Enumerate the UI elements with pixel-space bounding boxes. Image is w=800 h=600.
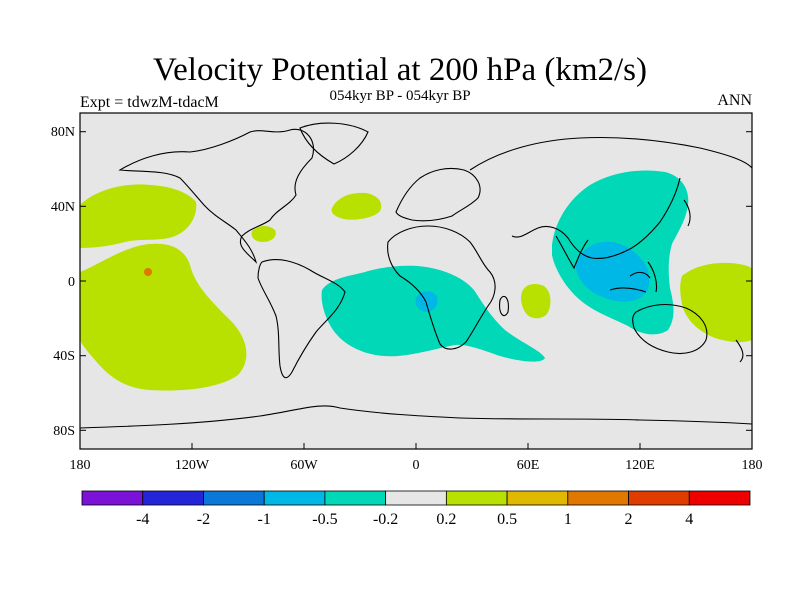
colorbar-swatch bbox=[324, 490, 387, 506]
lon-tick-label: 180 bbox=[742, 458, 763, 473]
lat-tick-marks bbox=[80, 131, 752, 431]
coast-europe bbox=[395, 167, 481, 222]
colorbar-swatch bbox=[385, 490, 447, 506]
colorbar-label: -1 bbox=[258, 511, 271, 528]
positive-region-caribbean bbox=[251, 225, 276, 242]
lon-tick-label: 180 bbox=[70, 458, 91, 473]
season-label: ANN bbox=[717, 92, 752, 109]
contour-fills bbox=[80, 170, 752, 391]
lon-tick-label: 60W bbox=[290, 458, 318, 473]
positive-region-north-atlantic bbox=[331, 192, 382, 220]
colorbar-label: -2 bbox=[197, 511, 210, 528]
coast-india bbox=[555, 235, 589, 270]
colorbar-label: -0.5 bbox=[312, 511, 337, 528]
strong-negative-region-maritime bbox=[575, 241, 650, 302]
colorbar-label: 0.5 bbox=[497, 511, 517, 528]
lat-tick-label: 40N bbox=[51, 200, 75, 215]
positive-region-indian-ocean bbox=[521, 284, 551, 319]
colorbar-label: -4 bbox=[136, 511, 149, 528]
colorbar-label: 0.2 bbox=[436, 511, 456, 528]
colorbar-labels: -4 -2 -1 -0.5 -0.2 0.2 0.5 1 2 4 bbox=[136, 511, 693, 528]
colorbar-label: -0.2 bbox=[373, 511, 398, 528]
lon-tick-label: 120W bbox=[175, 458, 210, 473]
lon-tick-marks bbox=[79, 443, 753, 449]
colorbar-label: 4 bbox=[685, 511, 693, 528]
positive-region-south-pacific bbox=[80, 243, 247, 391]
colorbar-swatch bbox=[263, 490, 326, 506]
lon-tick-label: 60E bbox=[517, 458, 540, 473]
lat-tick-label: 80N bbox=[51, 125, 75, 140]
negative-region-south-atlantic bbox=[321, 265, 545, 362]
lat-tick-label: 0 bbox=[68, 275, 75, 290]
colorbar-swatch bbox=[203, 490, 265, 506]
coast-africa bbox=[387, 225, 496, 350]
colorbar-swatch bbox=[688, 490, 751, 506]
strong-negative-region-africa bbox=[415, 291, 438, 312]
coast-antarctica bbox=[80, 405, 752, 429]
coast-australia bbox=[632, 303, 708, 355]
colorbar-label: 1 bbox=[564, 511, 572, 528]
plot-subtitle: 054kyr BP - 054kyr BP bbox=[329, 88, 471, 104]
coast-asia bbox=[469, 136, 752, 260]
coast-north-america bbox=[118, 128, 314, 264]
positive-spot-pacific bbox=[144, 268, 152, 276]
lat-tick-label: 40S bbox=[53, 349, 75, 364]
coast-indonesia bbox=[609, 261, 658, 293]
colorbar-label: 2 bbox=[625, 511, 633, 528]
plot-title: Velocity Potential at 200 hPa (km2/s) bbox=[152, 52, 648, 88]
coastlines bbox=[80, 122, 752, 429]
coast-madagascar bbox=[499, 295, 509, 317]
colorbar bbox=[81, 490, 751, 506]
lat-tick-label: 80S bbox=[53, 424, 75, 439]
colorbar-swatch bbox=[628, 490, 690, 506]
colorbar-swatch bbox=[445, 490, 508, 506]
colorbar-swatch bbox=[142, 490, 204, 506]
lon-tick-label: 0 bbox=[413, 458, 420, 473]
colorbar-swatch bbox=[567, 490, 629, 506]
lon-tick-label: 120E bbox=[625, 458, 655, 473]
experiment-label: Expt = tdwzM-tdacM bbox=[80, 94, 219, 111]
colorbar-swatch bbox=[81, 490, 144, 506]
coast-new-zealand bbox=[735, 339, 744, 363]
positive-region-north-pacific bbox=[80, 184, 197, 248]
coast-greenland bbox=[299, 122, 369, 165]
positive-region-west-pacific bbox=[680, 262, 752, 343]
colorbar-swatch bbox=[506, 490, 569, 506]
coast-japan bbox=[683, 199, 691, 227]
coast-south-america bbox=[257, 259, 346, 379]
